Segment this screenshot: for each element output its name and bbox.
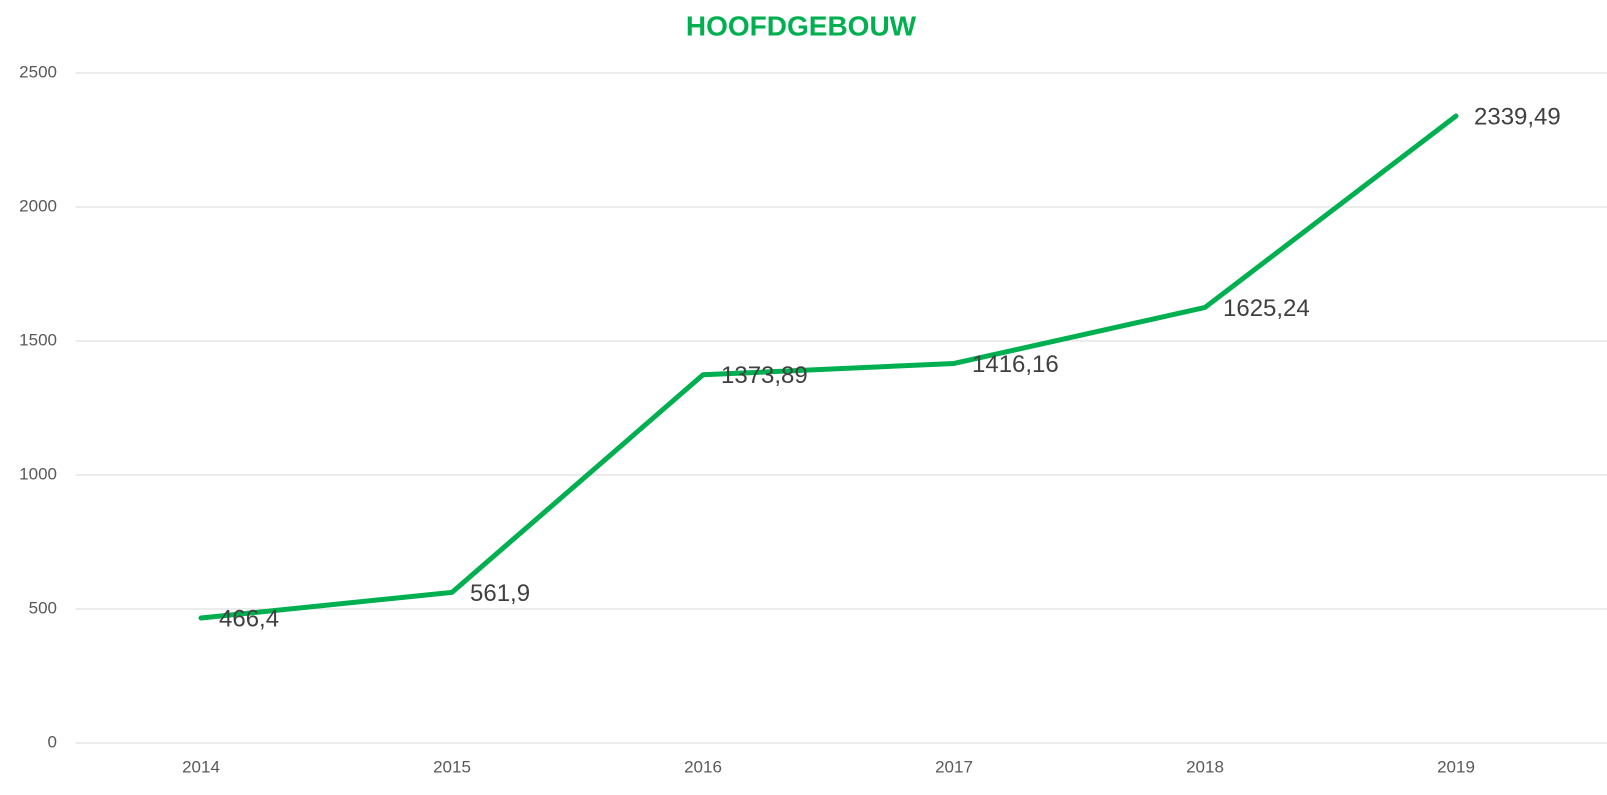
y-tick-label: 1000: [19, 464, 57, 483]
data-label: 1373,89: [721, 362, 808, 389]
x-tick-label: 2016: [684, 757, 722, 776]
data-label: 466,4: [219, 605, 279, 632]
y-tick-label: 2000: [19, 196, 57, 215]
y-tick-label: 0: [48, 732, 57, 751]
x-tick-label: 2014: [182, 757, 220, 776]
data-label: 1416,16: [972, 351, 1059, 378]
x-tick-label: 2018: [1186, 757, 1224, 776]
x-tick-label: 2019: [1437, 757, 1475, 776]
x-tick-label: 2017: [935, 757, 973, 776]
y-tick-label: 1500: [19, 330, 57, 349]
chart-title: HOOFDGEBOUW: [686, 10, 917, 41]
x-tick-label: 2015: [433, 757, 471, 776]
data-label: 1625,24: [1223, 295, 1310, 322]
y-tick-label: 2500: [19, 62, 57, 81]
data-label: 561,9: [470, 580, 530, 607]
y-tick-label: 500: [29, 598, 57, 617]
data-line: [198, 113, 1459, 621]
data-label: 2339,49: [1474, 103, 1561, 130]
